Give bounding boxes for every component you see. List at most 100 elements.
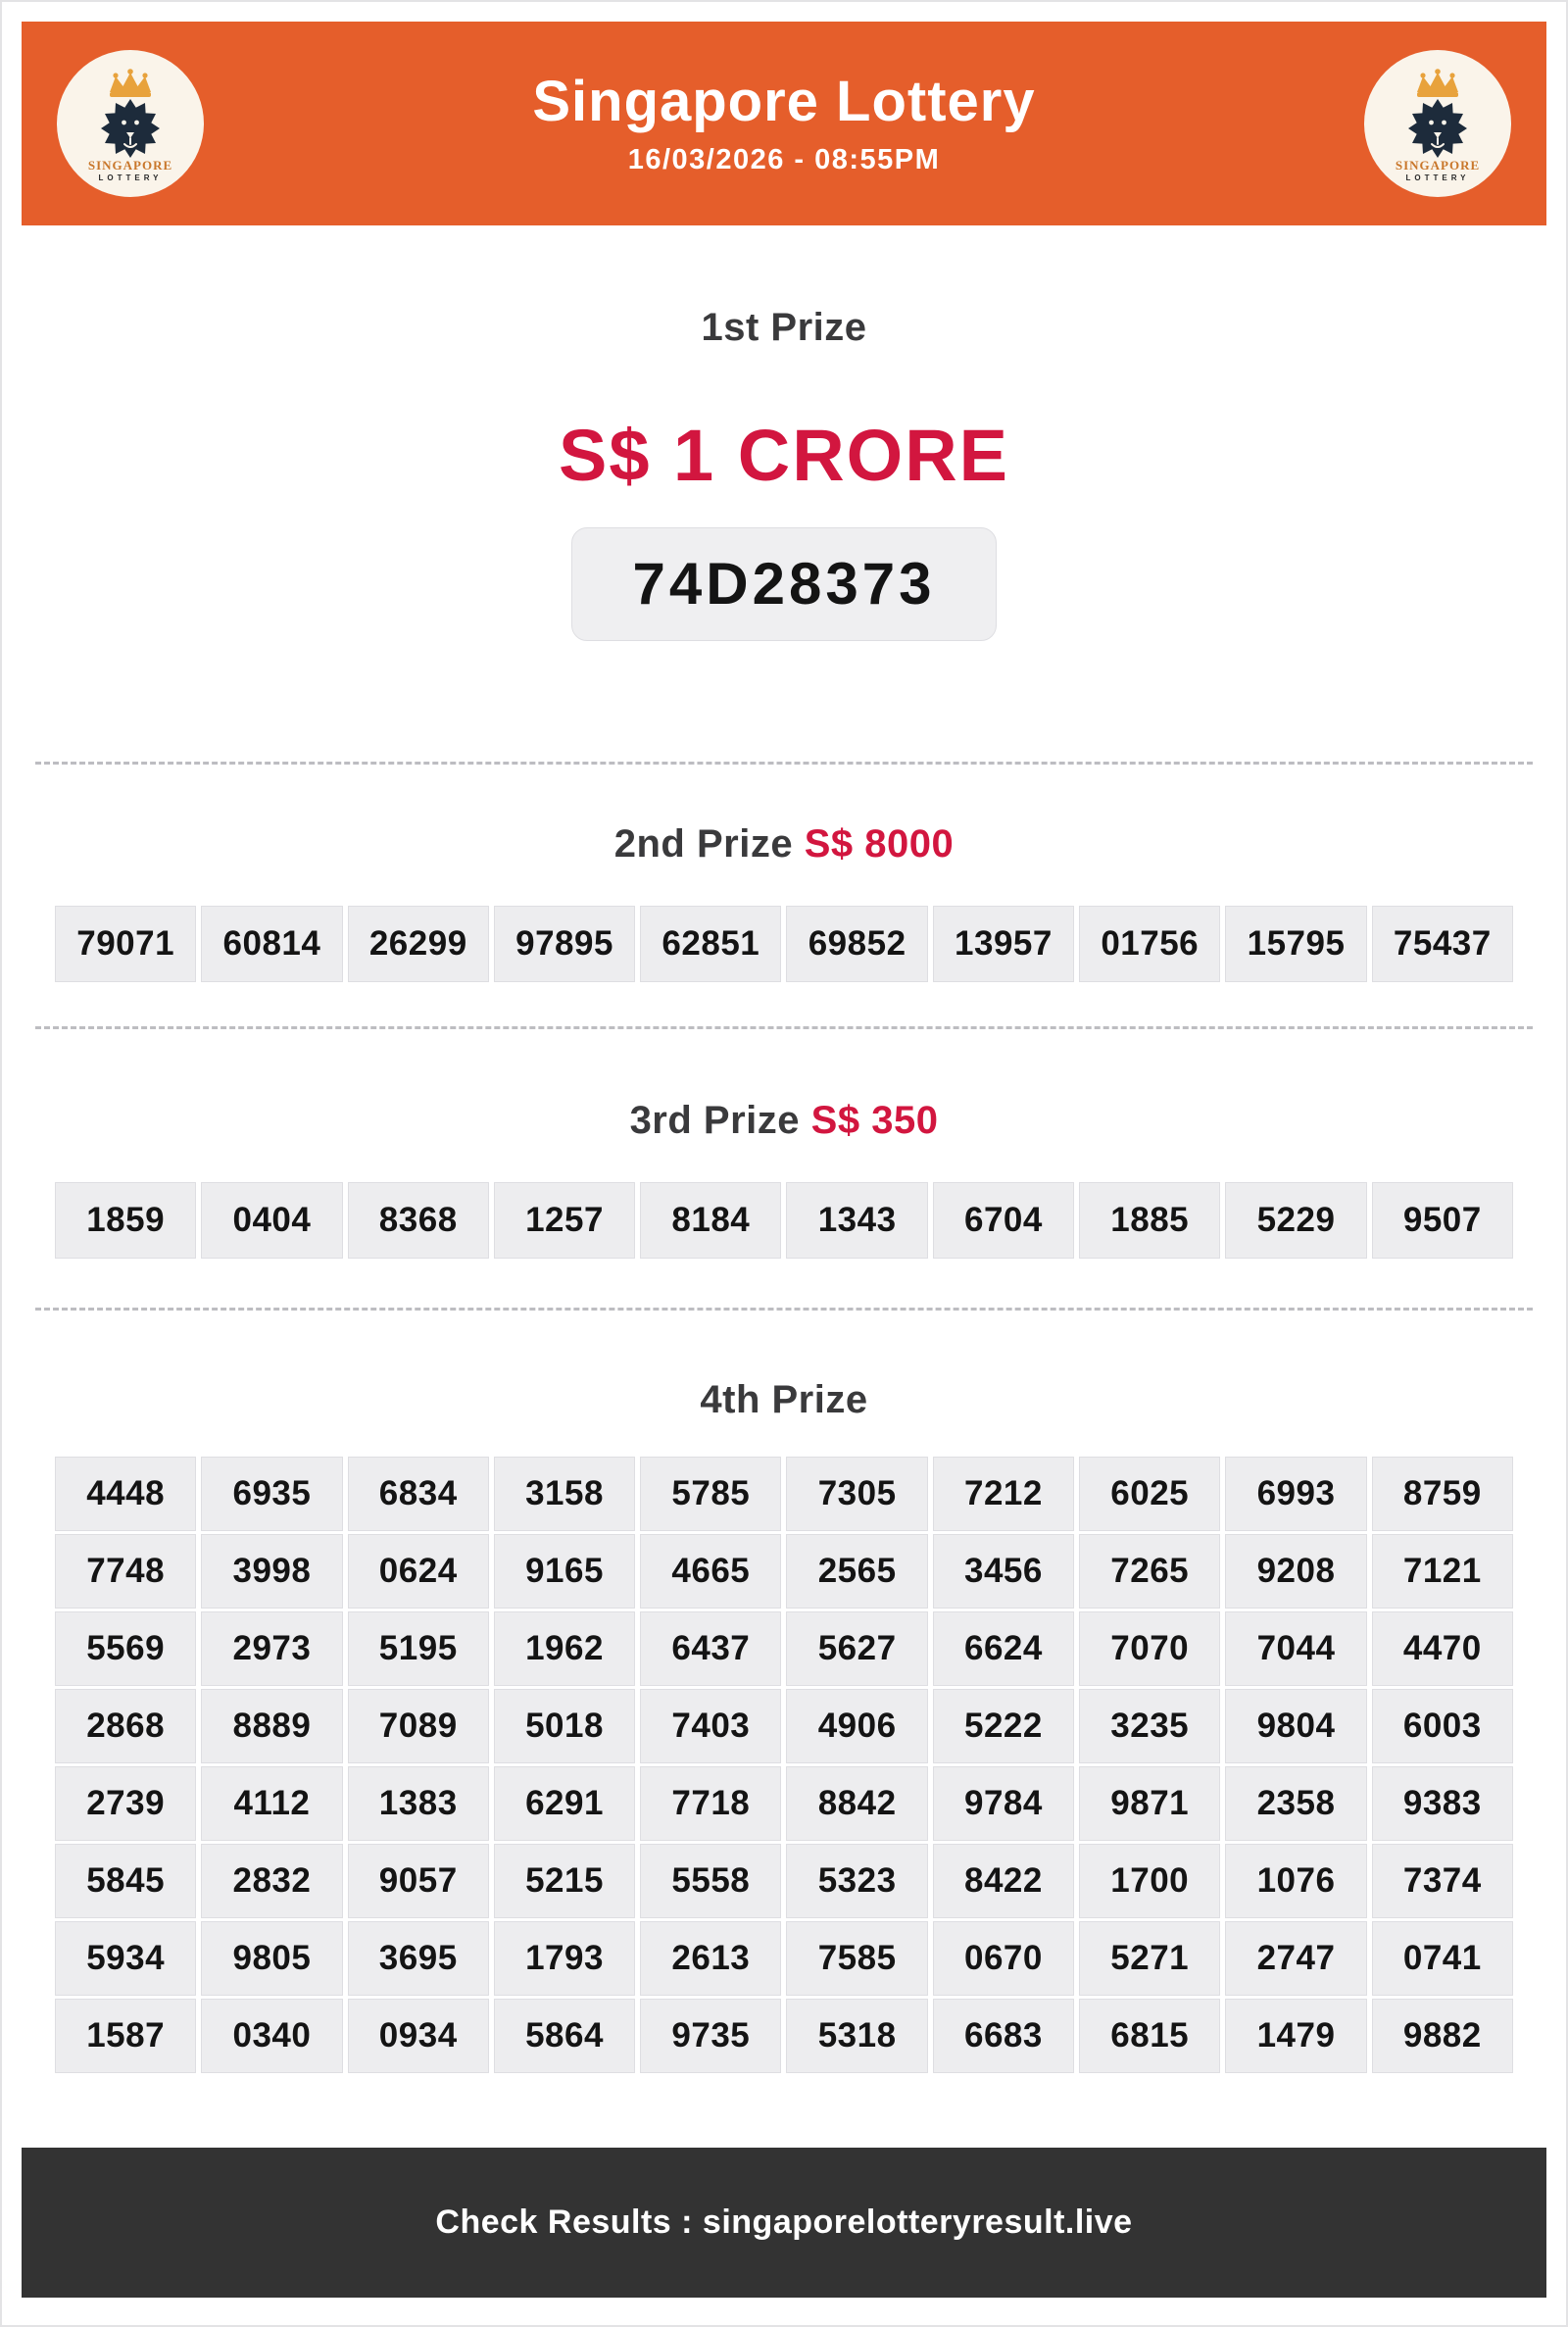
fourth-prize-number: 5569 [55,1611,197,1686]
fourth-prize-number: 6291 [493,1766,636,1841]
fourth-prize-number: 9057 [347,1844,489,1918]
header-title-block: Singapore Lottery 16/03/2026 - 08:55PM [204,70,1364,177]
fourth-prize-number: 9208 [1225,1534,1367,1609]
fourth-prize-number: 4112 [201,1766,343,1841]
fourth-prize-number: 7748 [55,1534,197,1609]
logo-wordmark: SINGAPORE [1396,158,1480,173]
third-prize-heading: 3rd Prize S$ 350 [22,1097,1546,1144]
fourth-prize-number: 7089 [347,1689,489,1763]
fourth-prize-number: 4448 [55,1457,197,1531]
grid-row: 2739 4112 1383 6291 7718 8842 9784 9871 2358 9383 [55,1766,1513,1841]
fourth-prize-number: 1479 [1225,1999,1367,2073]
second-prize-number: 69852 [786,906,928,982]
fourth-prize-number: 9735 [640,1999,782,2073]
draw-datetime: 16/03/2026 - 08:55PM [627,144,941,176]
second-prize-number: 15795 [1225,906,1367,982]
second-prize-amount: S$ 8000 [804,822,955,866]
lion-crown-icon: SINGAPORE LOTTERY [88,69,172,182]
first-prize-amount: S$ 1 CRORE [558,415,1010,496]
second-prize-number: 26299 [347,906,489,982]
fourth-prize-number: 9804 [1225,1689,1367,1763]
second-prize-number: 13957 [932,906,1075,982]
fourth-prize-number: 3695 [347,1921,489,1996]
section-divider [35,1026,1533,1029]
fourth-prize-number: 9383 [1371,1766,1513,1841]
fourth-prize-number: 7585 [786,1921,928,1996]
fourth-prize-number: 5195 [347,1611,489,1686]
fourth-prize-number: 4665 [640,1534,782,1609]
lion-crown-icon: SINGAPORE LOTTERY [1396,69,1480,182]
fourth-prize-number: 2973 [201,1611,343,1686]
second-prize-numbers-row: 79071 60814 26299 97895 62851 69852 13957 01756… [55,906,1513,982]
fourth-prize-number: 7403 [640,1689,782,1763]
fourth-prize-number: 6025 [1079,1457,1221,1531]
fourth-prize-number: 6003 [1371,1689,1513,1763]
brand-logo-right: SINGAPORE LOTTERY [1364,50,1511,197]
fourth-prize-number: 7212 [932,1457,1075,1531]
fourth-prize-number: 5558 [640,1844,782,1918]
second-prize-heading: 2nd Prize S$ 8000 [22,820,1546,867]
fourth-prize-number: 5318 [786,1999,928,2073]
fourth-prize-number: 7121 [1371,1534,1513,1609]
footer-text: Check Results : singaporelotteryresult.l… [435,2203,1133,2241]
fourth-prize-number: 4470 [1371,1611,1513,1686]
first-prize-section: 1st Prize S$ 1 CRORE 74D28373 [22,304,1546,641]
fourth-prize-number: 9805 [201,1921,343,1996]
fourth-prize-number: 7305 [786,1457,928,1531]
fourth-prize-number: 9882 [1371,1999,1513,2073]
fourth-prize-number: 1793 [493,1921,636,1996]
fourth-prize-number: 5215 [493,1844,636,1918]
logo-subtext: LOTTERY [98,173,162,182]
fourth-prize-number: 2747 [1225,1921,1367,1996]
fourth-prize-number: 4906 [786,1689,928,1763]
third-prize-number: 0404 [201,1182,343,1259]
third-prize-number: 5229 [1225,1182,1367,1259]
fourth-prize-number: 1962 [493,1611,636,1686]
fourth-prize-number: 2832 [201,1844,343,1918]
fourth-prize-number: 5271 [1079,1921,1221,1996]
fourth-prize-number: 1383 [347,1766,489,1841]
fourth-prize-number: 1587 [55,1999,197,2073]
fourth-prize-number: 6834 [347,1457,489,1531]
grid-row: 4448 6935 6834 3158 5785 7305 7212 6025 6993 8759 [55,1457,1513,1531]
fourth-prize-section: 4th Prize 4448 6935 6834 3158 5785 7305 7212 60… [22,1376,1546,2073]
fourth-prize-number: 5864 [493,1999,636,2073]
first-prize-number: 74D28373 [570,527,998,641]
fourth-prize-number: 5785 [640,1457,782,1531]
fourth-prize-number: 8842 [786,1766,928,1841]
logo-subtext: LOTTERY [1405,173,1469,182]
second-prize-number: 62851 [640,906,782,982]
grid-row: 5845 2832 9057 5215 5558 5323 8422 1700 1076 7374 [55,1844,1513,1918]
fourth-prize-number: 9784 [932,1766,1075,1841]
fourth-prize-number: 5627 [786,1611,928,1686]
fourth-prize-number: 2565 [786,1534,928,1609]
fourth-prize-number: 0624 [347,1534,489,1609]
third-prize-number: 1885 [1079,1182,1221,1259]
second-prize-number: 97895 [493,906,636,982]
second-prize-number: 75437 [1371,906,1513,982]
grid-row: 7748 3998 0624 9165 4665 2565 3456 7265 9208 7121 [55,1534,1513,1609]
second-prize-label: 2nd Prize [613,822,794,866]
fourth-prize-number: 1076 [1225,1844,1367,1918]
fourth-prize-number: 9871 [1079,1766,1221,1841]
second-prize-section: 2nd Prize S$ 8000 79071 60814 26299 97895 62… [22,820,1546,982]
fourth-prize-number: 1700 [1079,1844,1221,1918]
fourth-prize-number: 6815 [1079,1999,1221,2073]
fourth-prize-number: 5018 [493,1689,636,1763]
fourth-prize-number: 3998 [201,1534,343,1609]
fourth-prize-number: 6683 [932,1999,1075,2073]
fourth-prize-number: 0934 [347,1999,489,2073]
fourth-prize-number: 5323 [786,1844,928,1918]
fourth-prize-number: 3235 [1079,1689,1221,1763]
third-prize-number: 8368 [347,1182,489,1259]
fourth-prize-number: 7374 [1371,1844,1513,1918]
second-prize-number: 01756 [1079,906,1221,982]
second-prize-number: 79071 [55,906,197,982]
fourth-prize-number: 7265 [1079,1534,1221,1609]
fourth-prize-number: 5222 [932,1689,1075,1763]
grid-row: 5569 2973 5195 1962 6437 5627 6624 7070 7044 4470 [55,1611,1513,1686]
grid-row: 2868 8889 7089 5018 7403 4906 5222 3235 9804 6003 [55,1689,1513,1763]
fourth-prize-number: 0340 [201,1999,343,2073]
third-prize-number: 1859 [55,1182,197,1259]
third-prize-label: 3rd Prize [629,1099,801,1142]
